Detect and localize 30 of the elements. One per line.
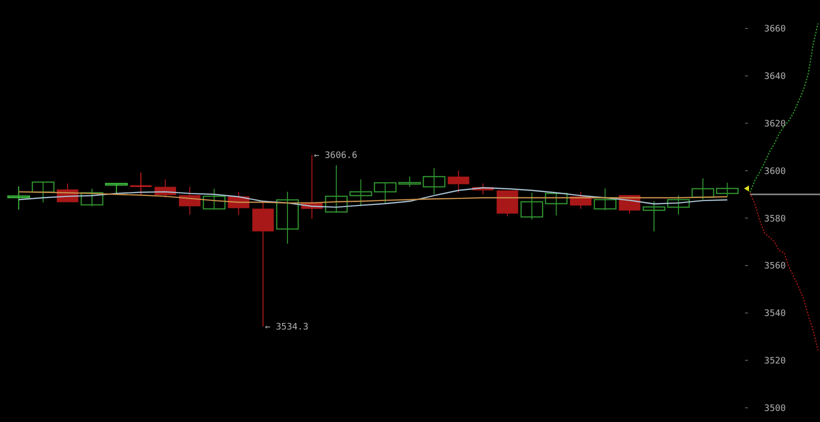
candlestick — [594, 188, 616, 211]
candlestick — [7, 186, 30, 210]
candlestick — [80, 188, 104, 207]
y-tick-label: 3520 — [764, 356, 786, 367]
candlestick — [374, 182, 397, 204]
candlestick — [716, 182, 739, 197]
candlestick — [276, 191, 299, 244]
y-tick-label: 3500 — [764, 404, 786, 414]
candlestick — [130, 172, 152, 195]
candlestick — [544, 192, 568, 216]
candlestick — [202, 188, 226, 210]
y-tick-label: 3600 — [764, 166, 786, 177]
y-tick-label: 3580 — [764, 214, 786, 224]
candlestick — [324, 164, 348, 214]
candlestick — [252, 200, 274, 327]
candlestick — [349, 178, 372, 207]
candlestick — [105, 182, 128, 195]
y-tick-label: 3540 — [764, 309, 786, 320]
y-tick-label: 3560 — [764, 262, 786, 272]
y-tick-label: 3620 — [764, 119, 786, 130]
annotation: ← 3534.3 — [265, 322, 308, 333]
y-tick-label: 3660 — [764, 24, 786, 35]
candlestick — [692, 178, 714, 200]
candlestick — [520, 192, 544, 220]
line-series — [749, 192, 819, 351]
candlestick — [448, 170, 470, 194]
y-tick-label: 3640 — [764, 72, 786, 82]
annotation: ← 3606.6 — [314, 151, 358, 162]
candlestick — [32, 181, 54, 203]
candlestick — [178, 186, 200, 216]
